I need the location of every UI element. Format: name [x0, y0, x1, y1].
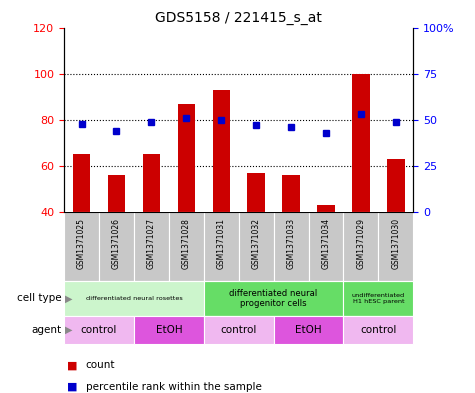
Bar	[134, 212, 169, 281]
Text: differentiated neural rosettes: differentiated neural rosettes	[86, 296, 182, 301]
Bar	[212, 90, 230, 305]
Text: ▶: ▶	[65, 325, 73, 335]
Text: GSM1371034: GSM1371034	[322, 218, 331, 269]
Bar	[134, 316, 204, 344]
Text: GSM1371029: GSM1371029	[356, 218, 365, 269]
Bar	[178, 104, 195, 305]
Bar	[343, 316, 413, 344]
Bar	[142, 154, 160, 305]
Text: GSM1371025: GSM1371025	[77, 218, 86, 269]
Text: control: control	[81, 325, 117, 335]
Text: control: control	[220, 325, 257, 335]
Text: ▶: ▶	[65, 293, 73, 303]
Text: GSM1371028: GSM1371028	[182, 218, 191, 268]
Text: GSM1371031: GSM1371031	[217, 218, 226, 269]
Text: control: control	[360, 325, 397, 335]
Bar	[343, 281, 413, 316]
Bar	[204, 281, 343, 316]
Bar	[309, 212, 343, 281]
Bar	[379, 212, 413, 281]
Bar	[64, 212, 99, 281]
Text: GSM1371030: GSM1371030	[391, 218, 400, 269]
Title: GDS5158 / 221415_s_at: GDS5158 / 221415_s_at	[155, 11, 322, 25]
Bar	[64, 316, 134, 344]
Bar	[204, 212, 238, 281]
Text: EtOH: EtOH	[155, 325, 182, 335]
Bar	[73, 154, 90, 305]
Bar	[274, 212, 309, 281]
Text: GSM1371026: GSM1371026	[112, 218, 121, 269]
Bar	[317, 205, 335, 305]
Bar	[108, 175, 125, 305]
Text: ■: ■	[66, 360, 77, 371]
Text: count: count	[86, 360, 115, 371]
Bar	[169, 212, 204, 281]
Bar	[99, 212, 134, 281]
Bar	[64, 281, 204, 316]
Text: undifferentiated
H1 hESC parent: undifferentiated H1 hESC parent	[352, 293, 405, 304]
Text: GSM1371032: GSM1371032	[252, 218, 261, 269]
Text: differentiated neural
progenitor cells: differentiated neural progenitor cells	[229, 288, 318, 308]
Text: cell type: cell type	[17, 293, 62, 303]
Bar	[282, 175, 300, 305]
Bar	[387, 159, 405, 305]
Bar	[247, 173, 265, 305]
Text: ■: ■	[66, 382, 77, 392]
Text: GSM1371027: GSM1371027	[147, 218, 156, 269]
Bar	[204, 316, 274, 344]
Bar	[343, 212, 379, 281]
Text: GSM1371033: GSM1371033	[286, 218, 295, 269]
Bar	[274, 316, 343, 344]
Text: agent: agent	[32, 325, 62, 335]
Text: percentile rank within the sample: percentile rank within the sample	[86, 382, 261, 392]
Text: EtOH: EtOH	[295, 325, 322, 335]
Bar	[352, 73, 370, 305]
Bar	[238, 212, 274, 281]
